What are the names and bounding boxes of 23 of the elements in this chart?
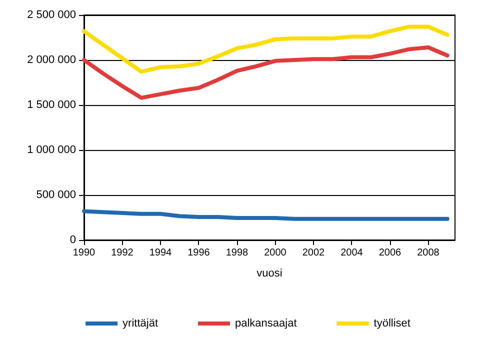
x-tick-label: 1990 [72,248,96,258]
line-series [82,45,450,100]
legend-label: palkansaajat [235,318,297,330]
x-tick-label: 1992 [111,248,134,258]
y-tick-label: 500 000 [36,189,76,201]
x-tick-label: 1994 [149,248,172,258]
y-tick-label: 0 [70,234,76,246]
y-tick-label: 1 000 000 [27,144,76,156]
x-tick-label: 2000 [264,248,287,258]
x-tick-label: 2002 [302,248,326,258]
legend-label: yrittäjät [122,318,158,330]
line-series [82,209,450,221]
x-tick-label: 2004 [340,248,364,258]
legend-label: työlliset [374,318,410,330]
x-tick-label: 2008 [417,248,440,258]
y-tick-label: 2 000 000 [27,54,76,66]
y-tick-label: 1 500 000 [27,99,76,111]
x-tick-label: 1998 [226,248,249,258]
x-tick-label: 2006 [378,248,402,258]
x-tick-label: 1996 [188,248,210,258]
y-tick-label: 2 500 000 [27,9,76,21]
x-axis-title: vuosi [256,268,282,280]
line-series [82,24,450,74]
